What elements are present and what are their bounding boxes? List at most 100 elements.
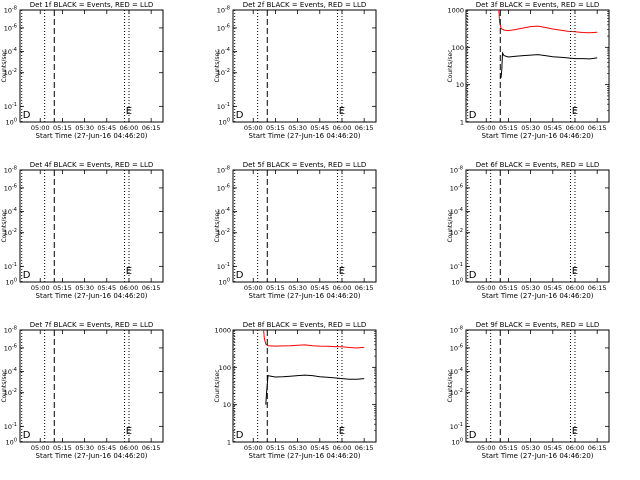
marker-label-e: E	[339, 106, 345, 117]
y-tick-label: 1000	[214, 327, 231, 335]
x-tick-label: 05:45	[97, 124, 116, 132]
plot-frame	[465, 169, 610, 283]
y-axis-label: Counts/sec	[214, 369, 221, 402]
y-tick-label: 100	[452, 438, 463, 447]
panel-title: Det 3f BLACK = Events, RED = LLD	[476, 1, 599, 9]
y-tick-label: 10-2	[4, 388, 17, 397]
y-tick-label: 10-8	[4, 166, 17, 175]
marker-label-d: D	[236, 430, 244, 441]
y-tick-label: 10-8	[450, 166, 463, 175]
x-tick-label: 06:00	[333, 284, 352, 292]
y-tick-label: 100	[219, 278, 230, 287]
y-tick-label: 10-8	[450, 326, 463, 335]
x-tick-label: 05:00	[31, 124, 50, 132]
x-tick-label: 05:15	[499, 124, 518, 132]
x-tick-label: 05:45	[97, 444, 116, 452]
x-tick-label: 05:15	[266, 284, 285, 292]
x-tick-label: 06:15	[588, 444, 607, 452]
x-tick-label: 05:45	[310, 444, 329, 452]
x-axis-label: Start Time (27-Jun-16 04:46:20)	[249, 292, 361, 300]
y-tick-label: 10-1	[450, 262, 463, 271]
x-tick-label: 06:15	[588, 124, 607, 132]
x-tick-label: 06:00	[120, 284, 139, 292]
y-tick-label: 100	[6, 438, 17, 447]
x-axis-label: Start Time (27-Jun-16 04:46:20)	[249, 452, 361, 460]
marker-label-e: E	[339, 426, 345, 437]
y-tick-label: 10-6	[4, 183, 17, 192]
panel-title: Det 8f BLACK = Events, RED = LLD	[243, 321, 366, 329]
x-tick-label: 05:30	[521, 284, 540, 292]
y-axis-label: Counts/sec	[1, 209, 8, 242]
y-tick-label: 1	[460, 119, 464, 127]
x-tick-label: 06:15	[588, 284, 607, 292]
x-tick-label: 05:00	[244, 284, 263, 292]
marker-label-d: D	[23, 270, 31, 281]
marker-label-d: D	[23, 430, 31, 441]
y-tick-label: 10-8	[4, 326, 17, 335]
y-tick-label: 10-6	[217, 183, 230, 192]
panel-title: Det 1f BLACK = Events, RED = LLD	[30, 1, 153, 9]
x-tick-label: 05:45	[97, 284, 116, 292]
marker-label-d: D	[469, 110, 477, 121]
y-tick-label: 10-1	[217, 102, 230, 111]
panel-title: Det 9f BLACK = Events, RED = LLD	[476, 321, 599, 329]
x-tick-label: 06:00	[566, 284, 585, 292]
x-tick-label: 05:45	[543, 444, 562, 452]
panel-det-5f: Det 5f BLACK = Events, RED = LLD Counts/s…	[214, 161, 377, 300]
x-tick-label: 05:30	[288, 284, 307, 292]
panel-title: Det 2f BLACK = Events, RED = LLD	[243, 1, 366, 9]
marker-label-e: E	[126, 106, 132, 117]
plot-frame	[19, 9, 164, 123]
x-tick-label: 05:30	[75, 284, 94, 292]
y-tick-label: 10-4	[4, 367, 17, 376]
plot-frame	[232, 329, 377, 443]
marker-label-d: D	[469, 430, 477, 441]
panel-title: Det 5f BLACK = Events, RED = LLD	[243, 161, 366, 169]
x-tick-label: 05:15	[266, 124, 285, 132]
marker-label-e: E	[126, 266, 132, 277]
y-tick-label: 10-1	[450, 422, 463, 431]
x-tick-label: 06:00	[333, 444, 352, 452]
marker-label-e: E	[572, 426, 578, 437]
x-axis-label: Start Time (27-Jun-16 04:46:20)	[36, 132, 148, 140]
y-tick-label: 10-1	[217, 262, 230, 271]
y-tick-label: 10-6	[4, 343, 17, 352]
panel-det-4f: Det 4f BLACK = Events, RED = LLD Counts/s…	[1, 161, 164, 300]
y-tick-label: 10-6	[217, 23, 230, 32]
plot-frame	[19, 169, 164, 283]
y-axis-label: Counts/sec	[447, 369, 454, 402]
panel-title: Det 4f BLACK = Events, RED = LLD	[30, 161, 153, 169]
y-tick-label: 10-1	[4, 422, 17, 431]
series-line-red	[263, 329, 365, 349]
y-tick-label: 10-4	[450, 367, 463, 376]
y-tick-label: 10-4	[4, 207, 17, 216]
y-tick-label: 10-2	[217, 228, 230, 237]
y-axis-label: Counts/sec	[447, 209, 454, 242]
y-tick-label: 1	[227, 439, 231, 447]
y-tick-label: 10-4	[217, 47, 230, 56]
y-tick-label: 10-1	[4, 102, 17, 111]
x-tick-label: 05:15	[53, 124, 72, 132]
x-tick-label: 05:00	[31, 284, 50, 292]
x-axis-label: Start Time (27-Jun-16 04:46:20)	[36, 452, 148, 460]
y-tick-label: 100	[452, 278, 463, 287]
panel-title: Det 7f BLACK = Events, RED = LLD	[30, 321, 153, 329]
x-tick-label: 06:00	[120, 124, 139, 132]
marker-label-d: D	[236, 270, 244, 281]
y-axis-label: Counts/sec	[214, 209, 221, 242]
x-tick-label: 06:15	[355, 284, 374, 292]
series-line-black	[500, 51, 598, 79]
plot-frame	[232, 169, 377, 283]
x-tick-label: 05:30	[521, 444, 540, 452]
x-tick-label: 05:30	[288, 444, 307, 452]
x-tick-label: 06:15	[355, 124, 374, 132]
panel-title: Det 6f BLACK = Events, RED = LLD	[476, 161, 599, 169]
x-tick-label: 05:30	[521, 124, 540, 132]
marker-label-e: E	[339, 266, 345, 277]
x-tick-label: 05:15	[499, 444, 518, 452]
y-tick-label: 10-2	[217, 68, 230, 77]
y-tick-label: 100	[452, 44, 464, 52]
x-tick-label: 05:45	[310, 284, 329, 292]
panel-det-3f: Det 3f BLACK = Events, RED = LLD Counts/s…	[447, 1, 610, 140]
